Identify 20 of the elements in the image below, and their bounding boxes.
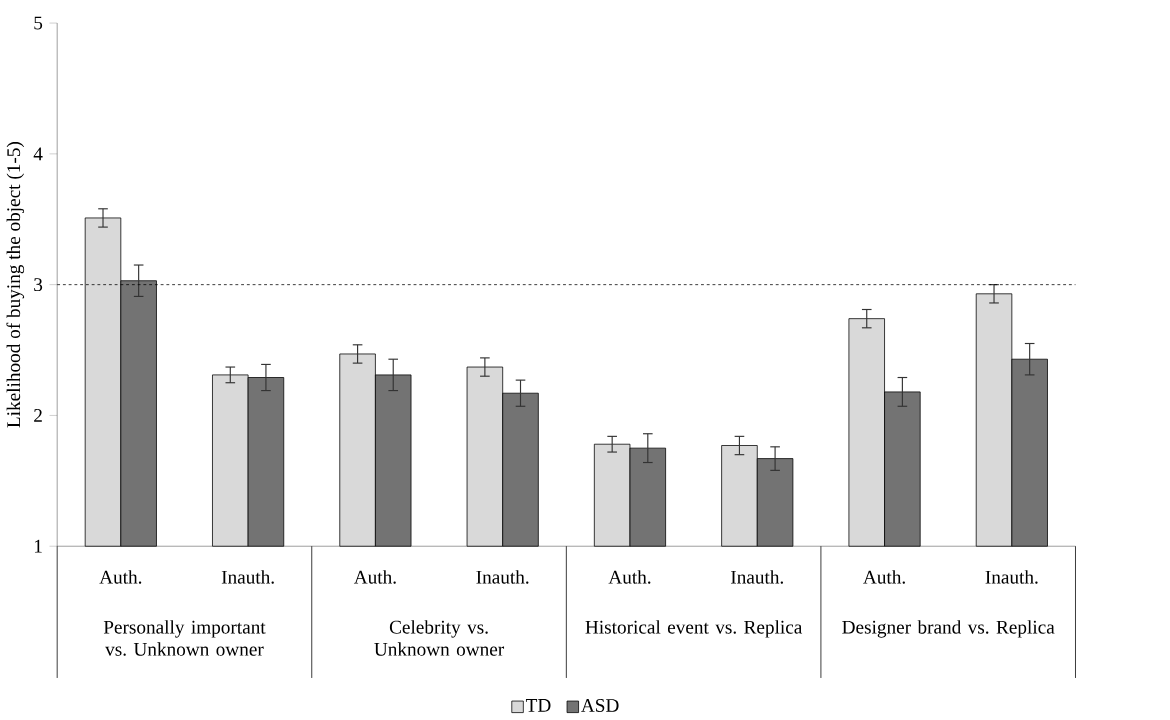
x-tick-label: Inauth. xyxy=(476,570,529,584)
y-axis-title: Likelihood of buying the object (1-5) xyxy=(6,141,25,428)
x-tick-label: Auth. xyxy=(353,570,396,584)
x-tick-label: Inauth. xyxy=(730,570,783,584)
x-tick-label: Auth. xyxy=(608,570,651,584)
x-tick-label: Inauth. xyxy=(985,570,1038,584)
y-tick-label: 3 xyxy=(34,278,43,291)
x-tick-label: Auth. xyxy=(99,570,142,584)
text: Historical event vs. Replica xyxy=(585,620,803,638)
x-tick-label: Auth. xyxy=(863,570,905,584)
y-tick-label: 4 xyxy=(33,147,43,161)
y-tick-label: 5 xyxy=(34,16,43,30)
text: Celebrity vs. Unknown owner xyxy=(374,620,505,656)
text: Designer brand vs. Replica xyxy=(842,620,1055,638)
y-tick-label: 2 xyxy=(34,408,42,422)
legend-label: TD xyxy=(525,698,551,712)
y-tick-label: 1 xyxy=(34,539,42,553)
legend-label: ASD xyxy=(581,698,619,712)
text: Personally important vs. Unknown owner xyxy=(103,620,266,656)
x-tick-label: Inauth. xyxy=(221,570,274,584)
